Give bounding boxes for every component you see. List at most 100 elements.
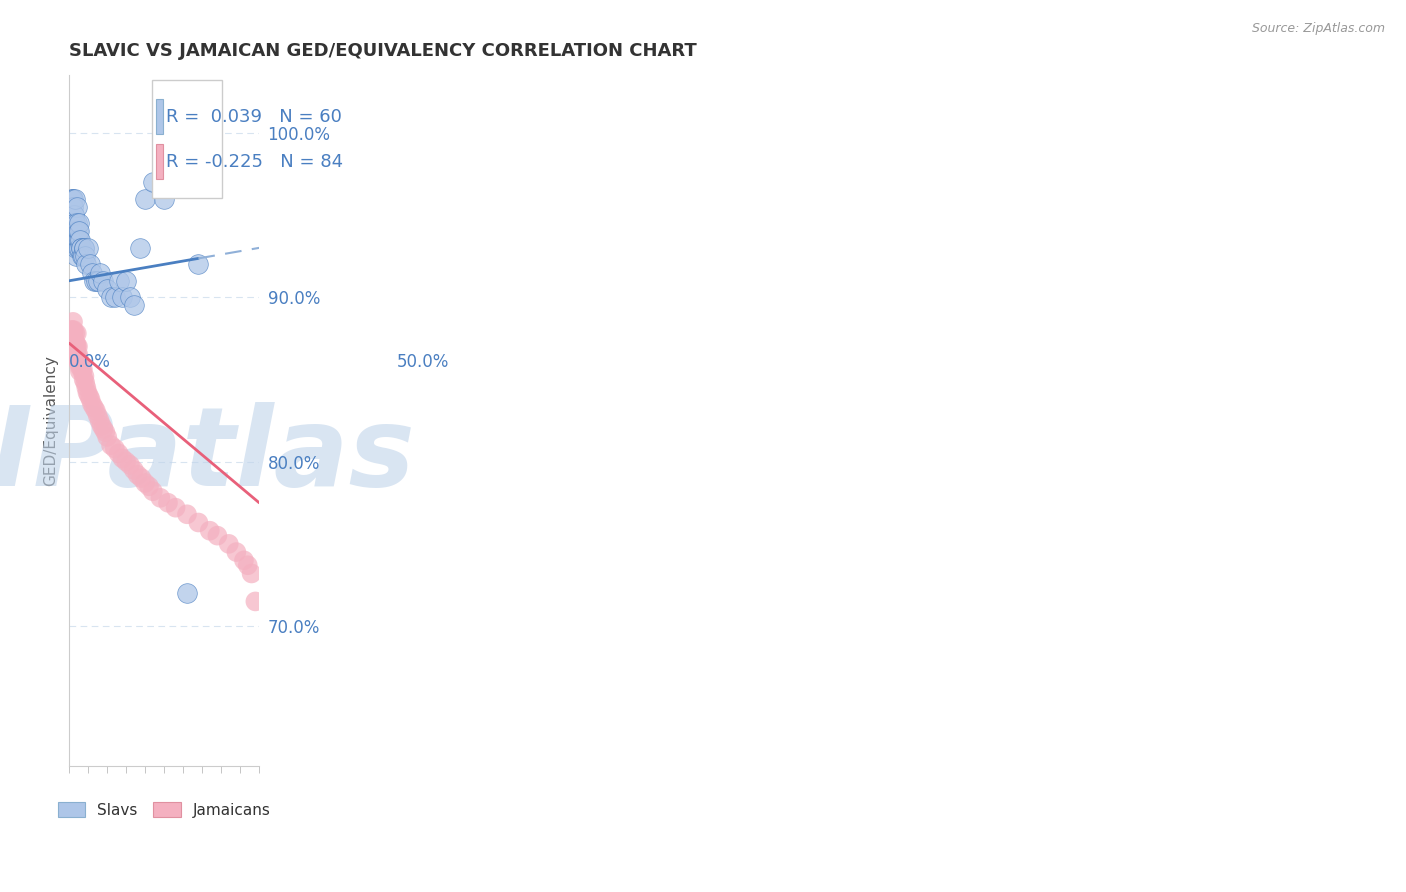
- Point: [83, 274, 105, 288]
- Point: [67, 233, 90, 247]
- Point: [187, 257, 209, 271]
- Point: [62, 233, 84, 247]
- Point: [75, 257, 97, 271]
- Point: [93, 422, 115, 436]
- Bar: [156, 145, 163, 178]
- Point: [66, 348, 89, 362]
- Point: [142, 175, 165, 189]
- Point: [60, 339, 83, 353]
- Point: [65, 348, 87, 362]
- Point: [67, 216, 90, 230]
- Point: [62, 326, 84, 341]
- Point: [66, 339, 89, 353]
- Text: SLAVIC VS JAMAICAN GED/EQUIVALENCY CORRELATION CHART: SLAVIC VS JAMAICAN GED/EQUIVALENCY CORRE…: [69, 42, 697, 60]
- Point: [67, 224, 90, 238]
- Point: [62, 315, 84, 329]
- Point: [218, 537, 240, 551]
- Point: [65, 249, 87, 263]
- Point: [67, 348, 90, 362]
- Point: [62, 331, 84, 345]
- Point: [63, 339, 86, 353]
- Point: [80, 397, 103, 411]
- Point: [94, 425, 117, 439]
- Point: [62, 208, 84, 222]
- Point: [60, 339, 83, 353]
- Point: [65, 233, 87, 247]
- Point: [67, 352, 90, 367]
- Text: R =  0.039   N = 60: R = 0.039 N = 60: [166, 108, 342, 126]
- Point: [128, 241, 150, 255]
- Point: [75, 381, 97, 395]
- Point: [72, 362, 94, 376]
- Point: [118, 290, 141, 304]
- Point: [63, 192, 86, 206]
- Point: [89, 266, 111, 280]
- Point: [62, 323, 84, 337]
- Point: [67, 241, 90, 255]
- Point: [122, 463, 145, 477]
- Point: [66, 233, 89, 247]
- Point: [233, 553, 256, 567]
- Y-axis label: GED/Equivalency: GED/Equivalency: [44, 355, 58, 486]
- Point: [69, 233, 91, 247]
- Point: [100, 438, 122, 452]
- Point: [65, 343, 87, 357]
- Point: [84, 403, 107, 417]
- Point: [60, 233, 83, 247]
- Point: [60, 192, 83, 206]
- Point: [225, 545, 247, 559]
- Point: [66, 339, 89, 353]
- FancyBboxPatch shape: [152, 80, 222, 198]
- Point: [131, 471, 153, 485]
- Text: R = -0.225   N = 84: R = -0.225 N = 84: [166, 153, 343, 170]
- Point: [77, 389, 100, 403]
- Point: [104, 442, 127, 456]
- Point: [62, 200, 84, 214]
- Point: [65, 336, 87, 351]
- Point: [60, 331, 83, 345]
- Point: [207, 529, 229, 543]
- Point: [65, 233, 87, 247]
- Point: [245, 594, 267, 608]
- Point: [59, 339, 82, 353]
- Point: [100, 290, 122, 304]
- Point: [118, 458, 141, 472]
- Point: [69, 364, 91, 378]
- Point: [87, 274, 110, 288]
- Point: [134, 476, 156, 491]
- Point: [63, 348, 86, 362]
- Point: [73, 369, 96, 384]
- Point: [107, 446, 129, 460]
- Point: [66, 241, 89, 255]
- Point: [73, 372, 96, 386]
- Point: [87, 409, 110, 423]
- Point: [153, 192, 176, 206]
- Point: [69, 241, 91, 255]
- Point: [122, 298, 145, 312]
- Point: [104, 290, 127, 304]
- Point: [66, 216, 89, 230]
- Point: [65, 224, 87, 238]
- Point: [115, 455, 138, 469]
- Legend: Slavs, Jamaicans: Slavs, Jamaicans: [52, 796, 277, 824]
- Text: 0.0%: 0.0%: [69, 352, 111, 371]
- Point: [115, 274, 138, 288]
- Point: [66, 200, 89, 214]
- Point: [62, 339, 84, 353]
- Point: [176, 586, 198, 600]
- Point: [93, 274, 115, 288]
- Point: [60, 323, 83, 337]
- Point: [149, 491, 172, 505]
- Point: [83, 401, 105, 415]
- Point: [134, 192, 156, 206]
- Point: [89, 413, 111, 427]
- Point: [63, 343, 86, 357]
- Point: [63, 208, 86, 222]
- Point: [63, 216, 86, 230]
- Point: [66, 352, 89, 367]
- Point: [236, 558, 259, 573]
- Point: [156, 496, 179, 510]
- Text: 50.0%: 50.0%: [396, 352, 449, 371]
- Text: Source: ZipAtlas.com: Source: ZipAtlas.com: [1251, 22, 1385, 36]
- Point: [90, 418, 112, 433]
